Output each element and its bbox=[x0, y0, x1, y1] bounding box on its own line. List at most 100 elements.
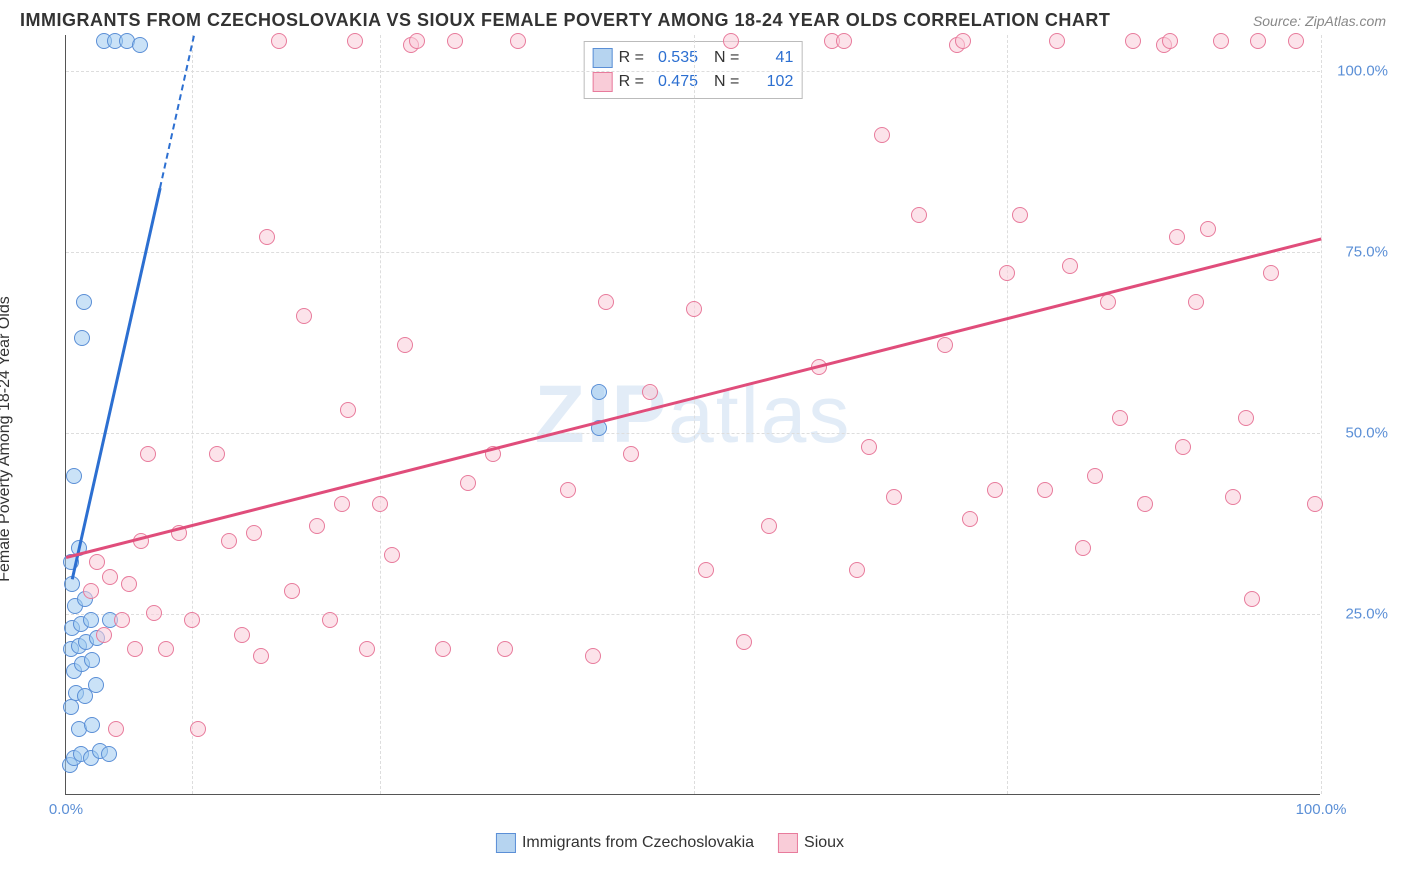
data-point-sioux bbox=[1100, 294, 1116, 310]
data-point-sioux bbox=[359, 641, 375, 657]
data-point-sioux bbox=[585, 648, 601, 664]
y-axis-label: Female Poverty Among 18-24 Year Olds bbox=[0, 296, 14, 582]
x-tick-label: 0.0% bbox=[49, 801, 83, 818]
data-point-sioux bbox=[886, 489, 902, 505]
data-point-sioux bbox=[849, 562, 865, 578]
stat-value-r: 0.535 bbox=[650, 49, 698, 67]
data-point-sioux bbox=[836, 33, 852, 49]
x-legend-label: Sioux bbox=[804, 834, 844, 852]
y-tick-label: 25.0% bbox=[1330, 606, 1388, 623]
data-point-sioux bbox=[221, 533, 237, 549]
data-point-sioux bbox=[190, 721, 206, 737]
data-point-sioux bbox=[259, 229, 275, 245]
stat-value-n: 102 bbox=[745, 73, 793, 91]
data-point-sioux bbox=[987, 482, 1003, 498]
y-tick-label: 50.0% bbox=[1330, 425, 1388, 442]
data-point-sioux bbox=[1169, 229, 1185, 245]
data-point-sioux bbox=[96, 627, 112, 643]
x-legend-item: Immigrants from Czechoslovakia bbox=[496, 833, 754, 853]
data-point-sioux bbox=[140, 446, 156, 462]
data-point-sioux bbox=[146, 605, 162, 621]
data-point-sioux bbox=[184, 612, 200, 628]
data-point-sioux bbox=[1238, 410, 1254, 426]
data-point-sioux bbox=[127, 641, 143, 657]
data-point-czechoslovakia bbox=[591, 384, 607, 400]
data-point-sioux bbox=[623, 446, 639, 462]
legend-swatch bbox=[593, 72, 613, 92]
data-point-czechoslovakia bbox=[83, 612, 99, 628]
data-point-sioux bbox=[1250, 33, 1266, 49]
data-point-sioux bbox=[1307, 496, 1323, 512]
data-point-sioux bbox=[1075, 540, 1091, 556]
data-point-sioux bbox=[114, 612, 130, 628]
data-point-sioux bbox=[911, 207, 927, 223]
data-point-sioux bbox=[246, 525, 262, 541]
data-point-czechoslovakia bbox=[63, 699, 79, 715]
y-tick-label: 75.0% bbox=[1330, 244, 1388, 261]
data-point-sioux bbox=[296, 308, 312, 324]
data-point-sioux bbox=[1125, 33, 1141, 49]
data-point-sioux bbox=[447, 33, 463, 49]
data-point-sioux bbox=[1200, 221, 1216, 237]
stat-label-r: R = bbox=[619, 73, 644, 91]
stat-label-r: R = bbox=[619, 49, 644, 67]
plot-area: ZIPatlas R =0.535N =41R =0.475N =102 25.… bbox=[65, 35, 1320, 795]
data-point-sioux bbox=[937, 337, 953, 353]
data-point-sioux bbox=[1263, 265, 1279, 281]
stat-label-n: N = bbox=[714, 73, 739, 91]
data-point-sioux bbox=[723, 33, 739, 49]
stat-value-n: 41 bbox=[745, 49, 793, 67]
data-point-sioux bbox=[108, 721, 124, 737]
data-point-sioux bbox=[698, 562, 714, 578]
stat-value-r: 0.475 bbox=[650, 73, 698, 91]
data-point-sioux bbox=[102, 569, 118, 585]
source-label: Source: ZipAtlas.com bbox=[1253, 13, 1386, 29]
data-point-sioux bbox=[158, 641, 174, 657]
data-point-sioux bbox=[1244, 591, 1260, 607]
gridline-v bbox=[192, 35, 193, 794]
data-point-czechoslovakia bbox=[74, 330, 90, 346]
data-point-sioux bbox=[460, 475, 476, 491]
x-tick-label: 100.0% bbox=[1296, 801, 1347, 818]
trendline-czechoslovakia bbox=[71, 188, 161, 579]
trendline-dash-czechoslovakia bbox=[159, 36, 195, 188]
data-point-sioux bbox=[309, 518, 325, 534]
data-point-czechoslovakia bbox=[84, 652, 100, 668]
data-point-sioux bbox=[234, 627, 250, 643]
data-point-sioux bbox=[1225, 489, 1241, 505]
gridline-v bbox=[1321, 35, 1322, 794]
gridline-v bbox=[1007, 35, 1008, 794]
stat-label-n: N = bbox=[714, 49, 739, 67]
x-legend-label: Immigrants from Czechoslovakia bbox=[522, 834, 754, 852]
data-point-sioux bbox=[1037, 482, 1053, 498]
data-point-sioux bbox=[861, 439, 877, 455]
legend-swatch bbox=[593, 48, 613, 68]
data-point-sioux bbox=[955, 33, 971, 49]
data-point-sioux bbox=[121, 576, 137, 592]
data-point-sioux bbox=[1175, 439, 1191, 455]
gridline-v bbox=[694, 35, 695, 794]
data-point-sioux bbox=[347, 33, 363, 49]
x-axis-legend: Immigrants from Czechoslovakia Sioux bbox=[496, 833, 844, 853]
chart-container: Female Poverty Among 18-24 Year Olds ZIP… bbox=[20, 35, 1320, 825]
data-point-sioux bbox=[435, 641, 451, 657]
data-point-sioux bbox=[560, 482, 576, 498]
data-point-sioux bbox=[999, 265, 1015, 281]
data-point-czechoslovakia bbox=[132, 37, 148, 53]
data-point-sioux bbox=[334, 496, 350, 512]
data-point-sioux bbox=[761, 518, 777, 534]
data-point-sioux bbox=[874, 127, 890, 143]
data-point-sioux bbox=[1087, 468, 1103, 484]
data-point-sioux bbox=[397, 337, 413, 353]
data-point-sioux bbox=[253, 648, 269, 664]
gridline-v bbox=[380, 35, 381, 794]
data-point-sioux bbox=[284, 583, 300, 599]
data-point-czechoslovakia bbox=[88, 677, 104, 693]
data-point-czechoslovakia bbox=[66, 468, 82, 484]
data-point-sioux bbox=[962, 511, 978, 527]
data-point-sioux bbox=[384, 547, 400, 563]
data-point-czechoslovakia bbox=[101, 746, 117, 762]
data-point-sioux bbox=[1188, 294, 1204, 310]
data-point-sioux bbox=[1012, 207, 1028, 223]
data-point-sioux bbox=[736, 634, 752, 650]
